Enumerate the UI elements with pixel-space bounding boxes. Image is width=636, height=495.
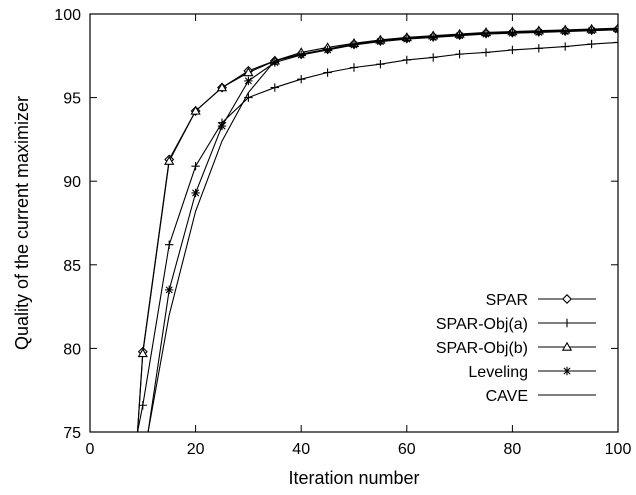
x-tick-label: 20 xyxy=(187,441,205,458)
data-point xyxy=(402,55,411,65)
data-point xyxy=(191,188,200,198)
data-point xyxy=(349,63,359,72)
data-point xyxy=(138,401,147,410)
data-point xyxy=(587,26,596,35)
y-axis-label: Quality of the current maximizer xyxy=(12,96,32,350)
y-tick-label: 90 xyxy=(63,174,81,191)
legend-entry: SPAR xyxy=(486,292,596,309)
series-layer xyxy=(136,22,618,432)
legend-label: SPAR-Obj(a) xyxy=(436,316,528,333)
x-tick-label: 80 xyxy=(504,441,522,458)
data-point xyxy=(481,48,491,57)
series-line xyxy=(147,28,618,432)
y-tick-label: 75 xyxy=(63,425,81,442)
data-point xyxy=(270,83,279,92)
data-point xyxy=(216,82,228,92)
series-leveling xyxy=(147,25,618,432)
legend-marker xyxy=(562,366,572,376)
legend-label: SPAR xyxy=(486,292,528,309)
data-point xyxy=(561,27,570,36)
data-point xyxy=(429,33,438,42)
legend-label: Leveling xyxy=(468,364,528,381)
data-point xyxy=(137,348,148,358)
axis-ticks: 0 20 40 60 80 100 75 80 85 90 95 100 xyxy=(54,7,631,458)
data-point xyxy=(613,38,618,47)
legend-entry: SPAR-Obj(a) xyxy=(436,316,596,333)
legend-entry: CAVE xyxy=(486,388,596,405)
data-point xyxy=(323,45,332,55)
data-point xyxy=(376,59,385,69)
data-point xyxy=(190,105,201,115)
legend-marker xyxy=(561,341,573,351)
y-tick-label: 85 xyxy=(63,258,81,275)
data-point xyxy=(534,44,543,53)
series-line xyxy=(136,41,618,432)
y-tick-label: 95 xyxy=(63,91,81,108)
data-point xyxy=(217,121,227,131)
plot-frame xyxy=(89,13,619,433)
data-point xyxy=(270,58,279,67)
x-tick-label: 0 xyxy=(86,441,95,458)
x-tick-label: 60 xyxy=(398,441,416,458)
series-line xyxy=(136,27,618,432)
data-point xyxy=(455,49,464,59)
data-point xyxy=(165,240,174,249)
data-point xyxy=(561,42,570,51)
legend-entry: Leveling xyxy=(468,364,596,381)
legend-label: SPAR-Obj(b) xyxy=(436,340,528,357)
data-point xyxy=(402,34,411,44)
data-point xyxy=(297,75,306,84)
legend-entry: SPAR-Obj(b) xyxy=(436,340,596,357)
y-tick-label: 80 xyxy=(63,341,81,358)
y-tick-label: 100 xyxy=(54,7,81,24)
data-point xyxy=(191,161,200,171)
legend-marker xyxy=(562,294,572,304)
legend: SPAR SPAR-Obj(a) SPAR-Obj(b) Leveling CAVE xyxy=(436,292,596,405)
legend-label: CAVE xyxy=(486,388,528,405)
data-point xyxy=(243,67,254,77)
data-point xyxy=(323,68,332,77)
data-point xyxy=(376,37,385,46)
data-point xyxy=(429,53,438,62)
data-point xyxy=(508,45,517,55)
data-point xyxy=(164,155,175,165)
data-point xyxy=(534,28,543,37)
legend-marker xyxy=(562,318,572,328)
x-axis-label: Iteration number xyxy=(288,468,419,488)
series-cave xyxy=(147,28,618,432)
x-tick-label: 40 xyxy=(292,441,310,458)
data-point xyxy=(349,40,359,50)
data-point xyxy=(244,76,253,86)
data-point xyxy=(297,50,306,60)
x-tick-label: 100 xyxy=(605,441,632,458)
series-line xyxy=(136,28,618,432)
data-point xyxy=(508,29,517,38)
data-point xyxy=(455,31,464,40)
data-point xyxy=(165,285,174,295)
data-point xyxy=(481,29,491,39)
data-point xyxy=(587,39,596,49)
